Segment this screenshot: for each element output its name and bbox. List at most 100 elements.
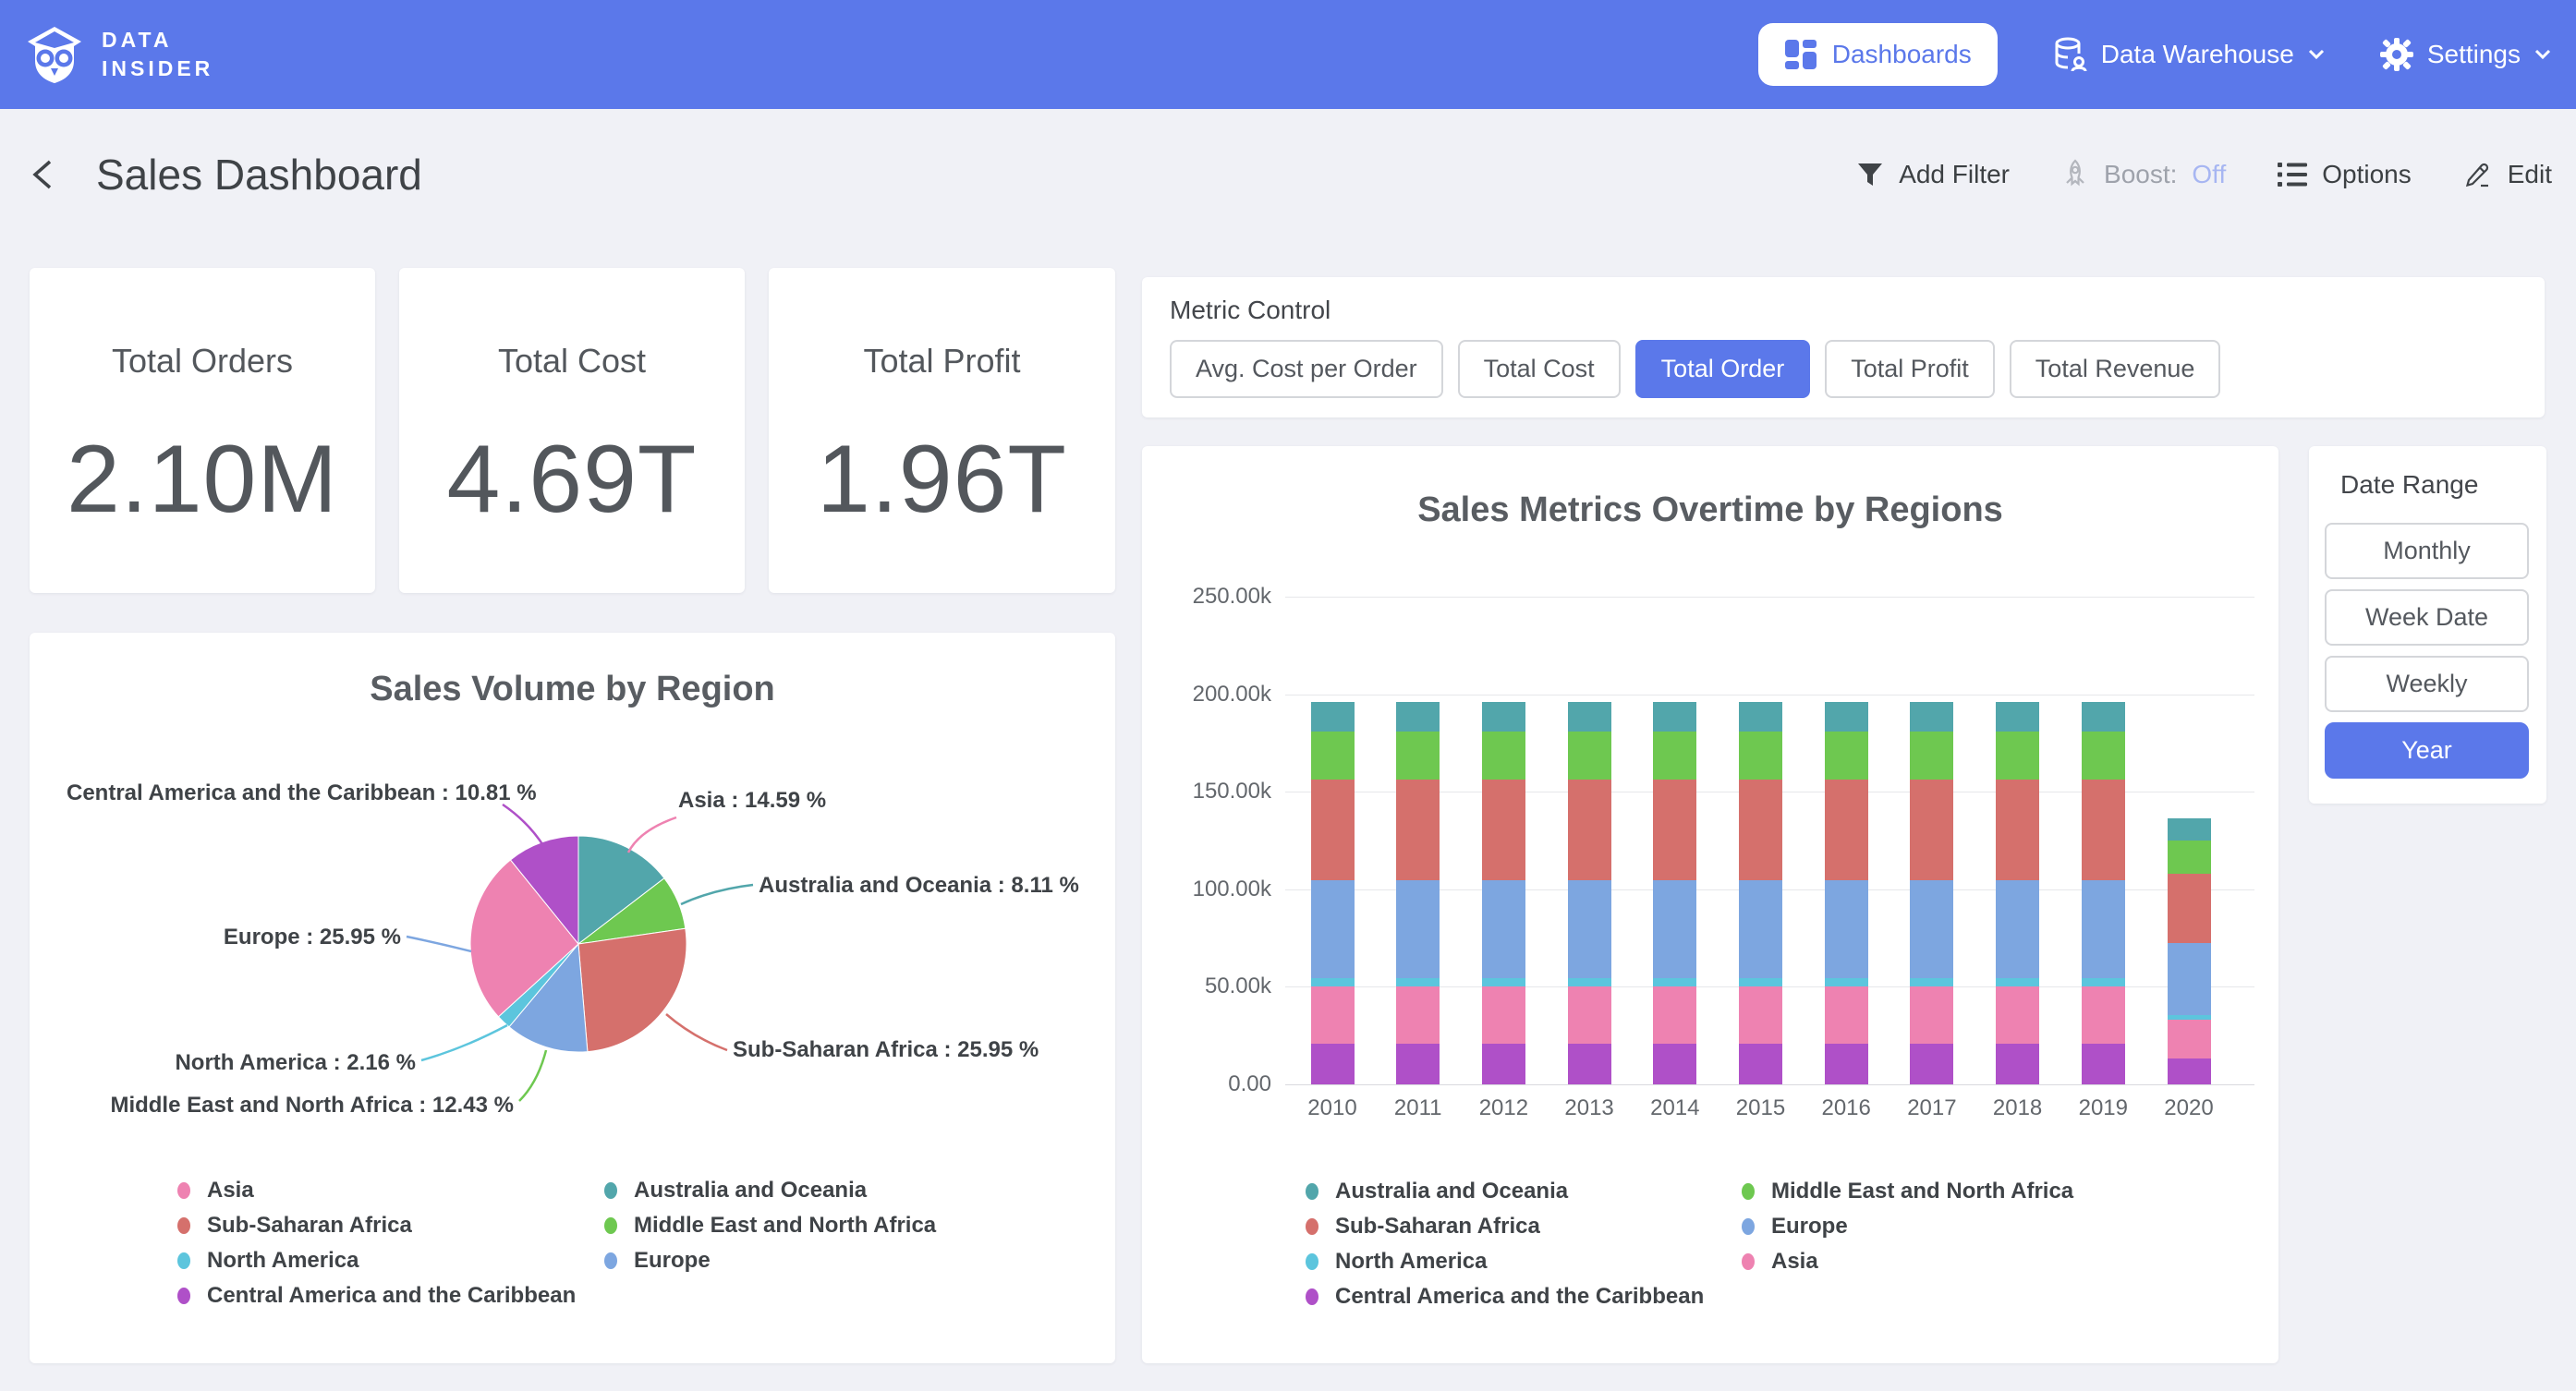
bar-segment-2016-sub-saharan-africa[interactable] bbox=[1824, 780, 1868, 880]
bar-segment-2018-central-america-and-the-caribbean[interactable] bbox=[1996, 1043, 2040, 1084]
bar-segment-2020-central-america-and-the-caribbean[interactable] bbox=[2167, 1058, 2211, 1084]
bar-segment-2020-north-america[interactable] bbox=[2167, 1014, 2211, 1021]
bar-segment-2019-europe[interactable] bbox=[2081, 879, 2125, 979]
bar-segment-2017-asia[interactable] bbox=[1910, 986, 1954, 1044]
bar-segment-2011-australia-and-oceania[interactable] bbox=[1396, 701, 1440, 732]
legend-item-middle-east-and-north-africa[interactable]: Middle East and North Africa bbox=[604, 1213, 936, 1239]
bar-segment-2019-north-america[interactable] bbox=[2081, 978, 2125, 987]
bar-segment-2015-asia[interactable] bbox=[1739, 986, 1782, 1044]
bar-segment-2020-middle-east-and-north-africa[interactable] bbox=[2167, 840, 2211, 874]
bar-segment-2014-central-america-and-the-caribbean[interactable] bbox=[1653, 1043, 1697, 1084]
bar-segment-2012-sub-saharan-africa[interactable] bbox=[1481, 780, 1525, 880]
bar-segment-2020-asia[interactable] bbox=[2167, 1020, 2211, 1058]
legend-item-sub-saharan-africa[interactable]: Sub-Saharan Africa bbox=[177, 1213, 604, 1239]
bar-segment-2015-australia-and-oceania[interactable] bbox=[1739, 701, 1782, 732]
bar-segment-2010-north-america[interactable] bbox=[1310, 978, 1355, 987]
legend-item-australia-and-oceania[interactable]: Australia and Oceania bbox=[1306, 1179, 1742, 1204]
metric-option-total-revenue[interactable]: Total Revenue bbox=[2009, 340, 2221, 398]
bar-segment-2020-sub-saharan-africa[interactable] bbox=[2167, 873, 2211, 944]
bar-segment-2016-europe[interactable] bbox=[1824, 879, 1868, 979]
edit-button[interactable]: Edit bbox=[2463, 160, 2552, 189]
bar-segment-2013-asia[interactable] bbox=[1567, 986, 1611, 1044]
bar-segment-2017-europe[interactable] bbox=[1910, 879, 1954, 979]
bar-segment-2011-middle-east-and-north-africa[interactable] bbox=[1396, 732, 1440, 780]
bar-segment-2017-australia-and-oceania[interactable] bbox=[1910, 701, 1954, 732]
metric-option-total-cost[interactable]: Total Cost bbox=[1457, 340, 1621, 398]
legend-item-europe[interactable]: Europe bbox=[604, 1248, 936, 1274]
legend-item-asia[interactable]: Asia bbox=[177, 1178, 604, 1204]
date-range-option-year[interactable]: Year bbox=[2325, 722, 2529, 779]
metric-option-total-order[interactable]: Total Order bbox=[1634, 340, 1811, 398]
pie-slice-middle-east-and-north-africa[interactable] bbox=[508, 942, 589, 1053]
bar-segment-2016-north-america[interactable] bbox=[1824, 978, 1868, 987]
boost-toggle[interactable]: Boost: Off bbox=[2061, 159, 2226, 190]
bar-segment-2016-asia[interactable] bbox=[1824, 986, 1868, 1044]
bar-segment-2015-europe[interactable] bbox=[1739, 879, 1782, 979]
bar-segment-2016-middle-east-and-north-africa[interactable] bbox=[1824, 732, 1868, 780]
bar-segment-2010-central-america-and-the-caribbean[interactable] bbox=[1310, 1043, 1355, 1084]
bar-segment-2013-middle-east-and-north-africa[interactable] bbox=[1567, 732, 1611, 780]
date-range-option-monthly[interactable]: Monthly bbox=[2325, 523, 2529, 579]
bar-segment-2012-europe[interactable] bbox=[1481, 879, 1525, 979]
date-range-option-week-date[interactable]: Week Date bbox=[2325, 589, 2529, 646]
pie-slice-asia[interactable] bbox=[577, 835, 665, 946]
bar-segment-2014-middle-east-and-north-africa[interactable] bbox=[1653, 732, 1697, 780]
bar-segment-2018-sub-saharan-africa[interactable] bbox=[1996, 780, 2040, 880]
legend-item-asia[interactable]: Asia bbox=[1742, 1249, 2073, 1275]
bar-segment-2011-asia[interactable] bbox=[1396, 986, 1440, 1044]
options-button[interactable]: Options bbox=[2278, 160, 2412, 189]
nav-dashboards[interactable]: Dashboards bbox=[1757, 23, 1998, 86]
bar-segment-2011-north-america[interactable] bbox=[1396, 978, 1440, 987]
bar-segment-2020-europe[interactable] bbox=[2167, 943, 2211, 1015]
legend-item-north-america[interactable]: North America bbox=[1306, 1249, 1742, 1275]
bar-segment-2018-north-america[interactable] bbox=[1996, 978, 2040, 987]
bar-segment-2013-europe[interactable] bbox=[1567, 879, 1611, 979]
bar-segment-2017-middle-east-and-north-africa[interactable] bbox=[1910, 732, 1954, 780]
metric-option-avg-cost-per-order[interactable]: Avg. Cost per Order bbox=[1170, 340, 1443, 398]
bar-segment-2014-europe[interactable] bbox=[1653, 879, 1697, 979]
bar-segment-2020-australia-and-oceania[interactable] bbox=[2167, 817, 2211, 841]
bar-segment-2010-asia[interactable] bbox=[1310, 986, 1355, 1044]
legend-item-central-america-and-the-caribbean[interactable]: Central America and the Caribbean bbox=[177, 1283, 604, 1309]
bar-segment-2013-australia-and-oceania[interactable] bbox=[1567, 701, 1611, 732]
bar-segment-2017-north-america[interactable] bbox=[1910, 978, 1954, 987]
bar-segment-2013-central-america-and-the-caribbean[interactable] bbox=[1567, 1043, 1611, 1084]
pie-slice-sub-saharan-africa[interactable] bbox=[577, 927, 687, 1053]
bar-segment-2015-sub-saharan-africa[interactable] bbox=[1739, 780, 1782, 880]
metric-option-total-profit[interactable]: Total Profit bbox=[1825, 340, 1995, 398]
bar-segment-2018-middle-east-and-north-africa[interactable] bbox=[1996, 732, 2040, 780]
bar-segment-2012-north-america[interactable] bbox=[1481, 978, 1525, 987]
bar-segment-2015-north-america[interactable] bbox=[1739, 978, 1782, 987]
bar-segment-2014-sub-saharan-africa[interactable] bbox=[1653, 780, 1697, 880]
bar-segment-2017-sub-saharan-africa[interactable] bbox=[1910, 780, 1954, 880]
bar-segment-2012-asia[interactable] bbox=[1481, 986, 1525, 1044]
bar-segment-2011-sub-saharan-africa[interactable] bbox=[1396, 780, 1440, 880]
legend-item-north-america[interactable]: North America bbox=[177, 1248, 604, 1274]
bar-segment-2010-middle-east-and-north-africa[interactable] bbox=[1310, 732, 1355, 780]
bar-segment-2016-australia-and-oceania[interactable] bbox=[1824, 701, 1868, 732]
legend-item-middle-east-and-north-africa[interactable]: Middle East and North Africa bbox=[1742, 1179, 2073, 1204]
nav-settings[interactable]: Settings bbox=[2379, 37, 2552, 72]
bar-segment-2019-central-america-and-the-caribbean[interactable] bbox=[2081, 1043, 2125, 1084]
bar-segment-2012-australia-and-oceania[interactable] bbox=[1481, 701, 1525, 732]
bar-segment-2018-australia-and-oceania[interactable] bbox=[1996, 701, 2040, 732]
add-filter-button[interactable]: Add Filter bbox=[1856, 160, 2010, 189]
bar-segment-2010-sub-saharan-africa[interactable] bbox=[1310, 780, 1355, 880]
bar-segment-2019-asia[interactable] bbox=[2081, 986, 2125, 1044]
bar-segment-2010-europe[interactable] bbox=[1310, 879, 1355, 979]
back-button[interactable] bbox=[28, 156, 59, 193]
legend-item-central-america-and-the-caribbean[interactable]: Central America and the Caribbean bbox=[1306, 1284, 1742, 1310]
bar-segment-2012-central-america-and-the-caribbean[interactable] bbox=[1481, 1043, 1525, 1084]
legend-item-australia-and-oceania[interactable]: Australia and Oceania bbox=[604, 1178, 936, 1204]
date-range-option-weekly[interactable]: Weekly bbox=[2325, 656, 2529, 712]
nav-data-warehouse[interactable]: Data Warehouse bbox=[2051, 36, 2326, 73]
legend-item-sub-saharan-africa[interactable]: Sub-Saharan Africa bbox=[1306, 1214, 1742, 1240]
bar-segment-2018-asia[interactable] bbox=[1996, 986, 2040, 1044]
bar-segment-2018-europe[interactable] bbox=[1996, 879, 2040, 979]
bar-segment-2013-north-america[interactable] bbox=[1567, 978, 1611, 987]
bar-segment-2017-central-america-and-the-caribbean[interactable] bbox=[1910, 1043, 1954, 1084]
bar-segment-2015-central-america-and-the-caribbean[interactable] bbox=[1739, 1043, 1782, 1084]
bar-segment-2014-australia-and-oceania[interactable] bbox=[1653, 701, 1697, 732]
bar-segment-2014-north-america[interactable] bbox=[1653, 978, 1697, 987]
bar-segment-2011-central-america-and-the-caribbean[interactable] bbox=[1396, 1043, 1440, 1084]
